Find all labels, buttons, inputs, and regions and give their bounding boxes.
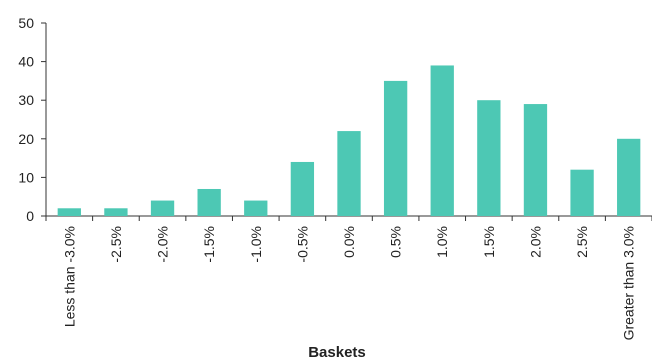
x-tick-label: 1.5% xyxy=(481,226,497,258)
bar xyxy=(430,65,454,217)
x-tick-label: -2.5% xyxy=(108,226,124,263)
x-axis: Less than -3.0% -2.5% -2.0% -1.5% -1.0% -0.5%… xyxy=(45,215,652,340)
x-tick-label: -1.0% xyxy=(248,226,264,263)
bar xyxy=(150,200,175,216)
x-tick-label: 0.0% xyxy=(341,226,357,258)
y-tick-label: 50 xyxy=(18,15,34,31)
x-tick-label: 1.0% xyxy=(434,226,450,258)
x-tick-label: -0.5% xyxy=(294,226,310,263)
y-tick-label: 0 xyxy=(26,208,34,224)
bar xyxy=(197,188,221,216)
bar xyxy=(523,104,548,216)
y-axis: 0 10 20 30 40 50 xyxy=(18,15,47,224)
x-tick-label: Less than -3.0% xyxy=(61,226,77,327)
x-tick-label: Greater than 3.0% xyxy=(621,226,637,340)
y-tick-label: 20 xyxy=(18,131,34,147)
y-tick-label: 10 xyxy=(18,169,34,185)
x-tick-label: 0.5% xyxy=(388,226,404,258)
bar xyxy=(477,100,501,216)
bar xyxy=(244,200,268,216)
bar xyxy=(337,131,361,216)
x-tick-label: -2.0% xyxy=(155,226,171,263)
bar xyxy=(104,208,128,216)
x-tick-label: 2.0% xyxy=(527,226,543,258)
bar xyxy=(617,138,641,216)
bar xyxy=(570,169,594,216)
x-tick-label: 2.5% xyxy=(574,226,590,258)
bar xyxy=(383,80,408,217)
x-axis-label: Baskets xyxy=(308,344,366,361)
x-tick-label: -1.5% xyxy=(201,226,217,263)
y-tick-label: 30 xyxy=(18,92,34,108)
y-tick-label: 40 xyxy=(18,54,34,70)
bar xyxy=(57,208,81,216)
bars-group xyxy=(57,65,641,217)
bar xyxy=(290,161,315,216)
